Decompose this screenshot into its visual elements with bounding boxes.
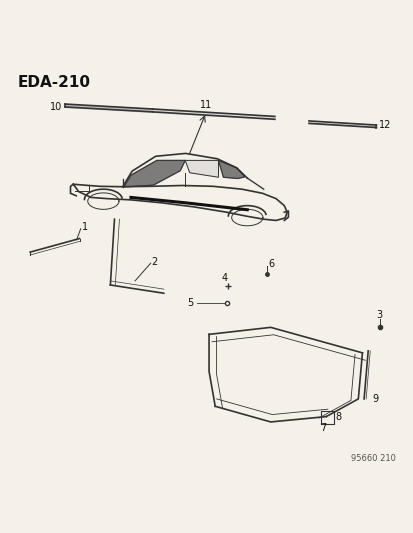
Text: 12: 12 xyxy=(377,120,390,130)
Polygon shape xyxy=(123,160,185,187)
Text: 95660 210: 95660 210 xyxy=(351,454,395,463)
Text: 11: 11 xyxy=(199,100,212,110)
Text: EDA-210: EDA-210 xyxy=(18,75,90,90)
Text: 9: 9 xyxy=(371,394,377,404)
Text: 8: 8 xyxy=(335,411,341,422)
Text: 7: 7 xyxy=(320,423,326,433)
Text: 5: 5 xyxy=(187,298,193,308)
Text: 4: 4 xyxy=(221,273,227,283)
Text: 2: 2 xyxy=(151,256,157,266)
Text: 1: 1 xyxy=(81,222,88,232)
Text: 3: 3 xyxy=(376,310,382,320)
Text: 10: 10 xyxy=(50,102,62,112)
Polygon shape xyxy=(185,160,218,177)
Polygon shape xyxy=(218,160,244,179)
Text: 6: 6 xyxy=(268,260,274,270)
